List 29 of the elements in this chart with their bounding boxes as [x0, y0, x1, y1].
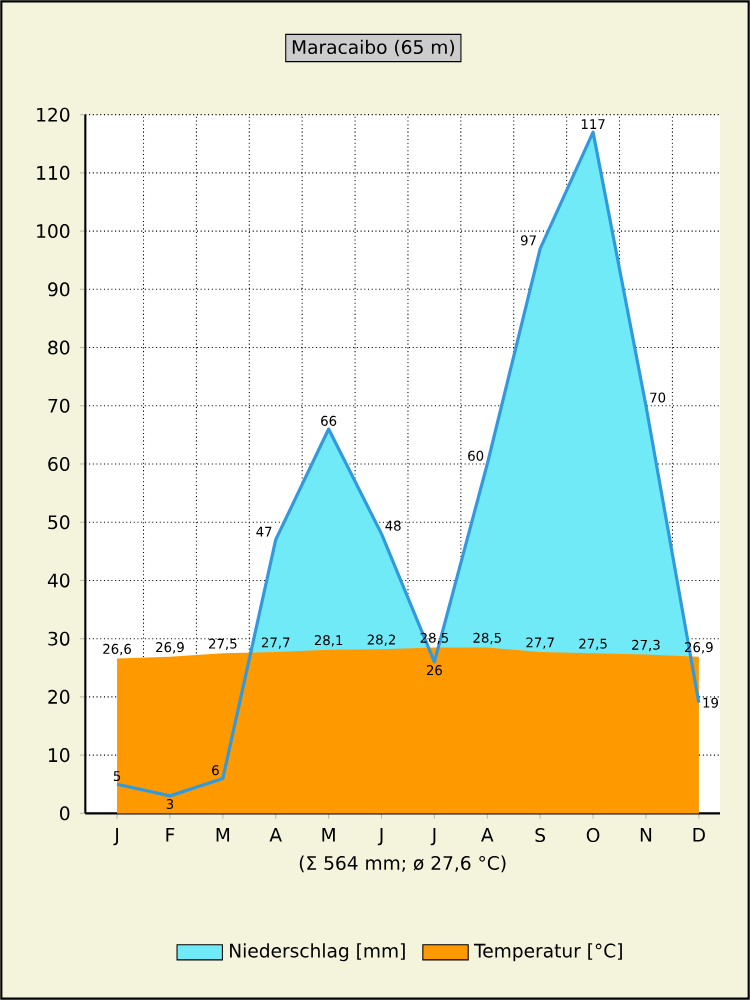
y-tick-label: 50: [48, 515, 70, 530]
y-tick-label: 10: [49, 748, 70, 763]
y-tick-label: 30: [48, 631, 70, 646]
legend-label: Niederschlag [mm]: [230, 943, 405, 962]
x-tick-label: J: [430, 828, 436, 846]
legend-label: Temperatur [°C]: [474, 943, 622, 962]
x-tick-label: O: [586, 828, 600, 843]
x-tick-label: M: [216, 828, 230, 842]
x-tick-label: A: [481, 828, 494, 842]
x-tick-label: D: [693, 828, 705, 842]
y-tick-label: 120: [37, 107, 70, 122]
x-tick-label: S: [535, 828, 546, 843]
x-axis-title: (Σ 564 mm; ø 27,6 °C): [299, 855, 506, 873]
y-tick-label: 100: [37, 224, 70, 239]
y-tick-label: 40: [47, 573, 70, 588]
x-tick-label: M: [322, 828, 335, 842]
x-tick-label: J: [377, 828, 383, 846]
y-tick-label: 90: [48, 282, 70, 297]
y-tick-label: 0: [60, 806, 70, 821]
x-tick-label: F: [166, 828, 175, 842]
y-tick-label: 70: [48, 398, 70, 413]
x-tick-label: A: [269, 828, 282, 842]
y-tick-label: 60: [48, 456, 70, 472]
x-tick-label: N: [640, 828, 652, 842]
y-tick-label: 80: [48, 340, 70, 355]
y-tick-label: 110: [37, 165, 70, 180]
chart-title: Maracaibo (65 m): [292, 39, 455, 57]
x-tick-label: J: [113, 828, 118, 846]
y-tick-label: 20: [48, 689, 70, 704]
